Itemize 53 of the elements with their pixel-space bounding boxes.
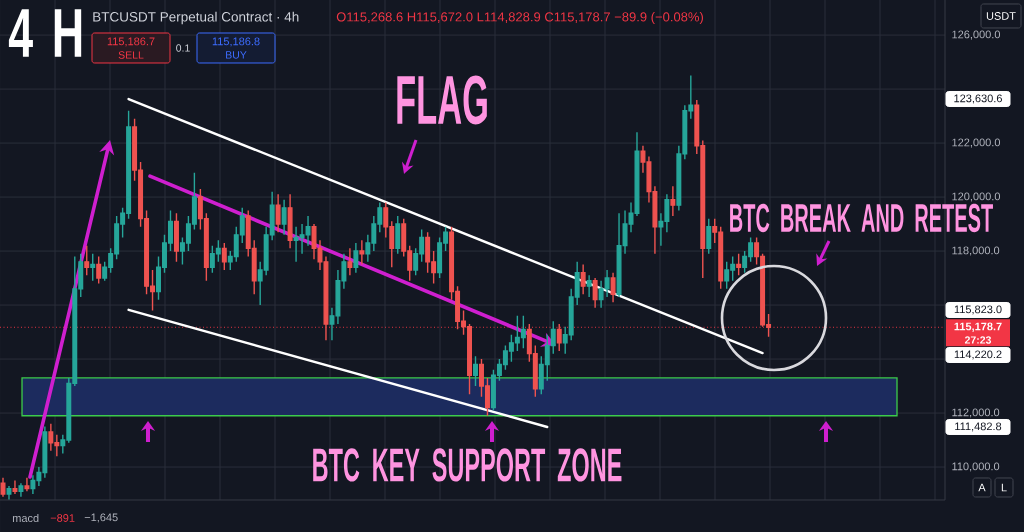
text: 115,823.0 bbox=[954, 305, 1002, 315]
candlestick bbox=[610, 271, 616, 304]
annotation: 0.1 bbox=[176, 44, 190, 52]
text: 123,630.6 bbox=[954, 94, 1002, 104]
annotation: BTC BREAK AND RETEST bbox=[730, 203, 993, 233]
y-tick-label: 120,000.0 bbox=[952, 192, 1001, 202]
text: 27:23 bbox=[964, 336, 992, 344]
annotation: BUY bbox=[226, 51, 247, 59]
text: USDT bbox=[986, 12, 1016, 20]
text: macd bbox=[12, 513, 39, 523]
candlestick bbox=[670, 185, 676, 217]
candlestick bbox=[347, 247, 353, 277]
y-tick-label: 112,000.0 bbox=[952, 408, 1000, 418]
y-tick-label: 122,000.0 bbox=[952, 138, 1001, 148]
candlestick bbox=[359, 239, 365, 266]
candlestick bbox=[580, 263, 586, 295]
candlestick bbox=[90, 253, 96, 282]
candlestick bbox=[287, 193, 293, 250]
y-tick-label: 118,000.0 bbox=[952, 246, 1000, 256]
candlestick bbox=[353, 242, 359, 274]
annotation: FLAG bbox=[397, 75, 487, 125]
annotation: 115,186.7 bbox=[107, 37, 155, 47]
candlestick bbox=[96, 255, 102, 285]
ref-line-label: 115,178.7 bbox=[954, 322, 1002, 332]
text: A bbox=[978, 483, 986, 492]
candlestick bbox=[592, 277, 598, 309]
y-tick-label: 110,000.0 bbox=[952, 462, 1000, 472]
text: −1,645 bbox=[84, 513, 118, 523]
text: L bbox=[1001, 483, 1007, 492]
candlestick bbox=[24, 477, 30, 493]
candlestick bbox=[221, 242, 227, 271]
candlestick bbox=[586, 274, 592, 298]
annotation: BTC KEY SUPPORT ZONE bbox=[313, 448, 622, 482]
candlestick bbox=[12, 479, 18, 495]
text: 114,220.2 bbox=[954, 350, 1002, 360]
y-tick-label: 126,000.0 bbox=[952, 30, 1001, 40]
candlestick bbox=[706, 217, 712, 255]
annotation: SELL bbox=[118, 51, 144, 59]
candlestick bbox=[275, 193, 281, 233]
candlestick bbox=[556, 323, 562, 352]
text: −891 bbox=[50, 514, 75, 522]
candlestick bbox=[281, 199, 287, 236]
candlestick bbox=[84, 244, 90, 277]
candlestick bbox=[18, 482, 24, 498]
text: O115,268.6 H115,672.0 L114,828.9 C115,178.7 −89.9 (−0.08%) bbox=[336, 11, 703, 25]
text: 111,482.8 bbox=[955, 422, 1002, 432]
text: BTCUSDT Perpetual Contract · 4h bbox=[93, 11, 299, 25]
candlestick bbox=[736, 253, 742, 277]
annotation: 115,186.8 bbox=[212, 37, 260, 47]
annotation: 4 H bbox=[8, 9, 82, 57]
candlestick bbox=[173, 212, 179, 263]
candlestick bbox=[473, 355, 478, 387]
candlestick bbox=[395, 215, 401, 255]
